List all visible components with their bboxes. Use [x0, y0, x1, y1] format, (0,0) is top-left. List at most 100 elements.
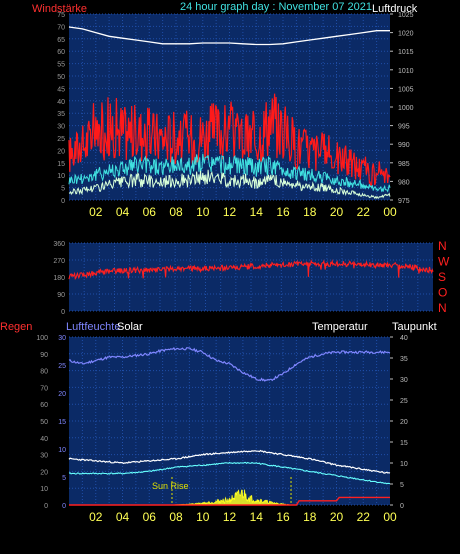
wind-x-tick-label: 18	[303, 205, 317, 219]
compass-label: N	[438, 301, 447, 315]
temperature-tick-label: 25	[400, 398, 408, 405]
wind-x-tick-label: 04	[116, 205, 130, 219]
rain-label: Regen	[0, 321, 32, 333]
wind-tick-label: 50	[57, 74, 65, 81]
wind-x-tick-label: 12	[223, 205, 237, 219]
wind-x-tick-label: 16	[276, 205, 290, 219]
pressure-tick-label: 1015	[398, 49, 414, 56]
direction-tick-label: 360	[53, 241, 65, 248]
wind-avg-line	[68, 153, 391, 193]
sun-rise-annotation: Sun Rise	[152, 481, 189, 491]
humidity-ticks: 0 10 20 30 40 50 60 70 80 90 100	[36, 335, 48, 510]
temperature-tick-label: 10	[400, 461, 408, 468]
rain-humidity-grid	[69, 336, 390, 506]
temperature-tick-label: 5	[400, 482, 404, 489]
wind-tick-label: 45	[57, 86, 65, 93]
humidity-tick-label: 90	[40, 352, 48, 359]
humidity-tick-label: 80	[40, 369, 48, 376]
solar-label: Solar	[117, 321, 143, 333]
wind-x-tick-label: 02	[89, 205, 103, 219]
wind-x-tick-label: 06	[143, 205, 157, 219]
rain-tick-label: 30	[58, 335, 66, 342]
rain-x-tick-label: 14	[250, 510, 264, 524]
temperature-tick-label: 20	[400, 419, 408, 426]
rain-humidity-temp-panel: Regen Luftfeuchte Solar Temperatur Taupu…	[0, 321, 437, 524]
wind-tick-label: 40	[57, 99, 65, 106]
rain-x-tick-label: 08	[169, 510, 183, 524]
rain-x-tick-label: 16	[276, 510, 290, 524]
wind-pressure-series	[68, 26, 391, 200]
wind-tick-label: 60	[57, 49, 65, 56]
wind-ticks: 0 5 10 15 20 25 30 35 40 45 50 55 60 65 70 75	[57, 12, 65, 205]
wind-tick-label: 10	[57, 173, 65, 180]
humidity-tick-label: 70	[40, 385, 48, 392]
wind-tick-label: 55	[57, 62, 65, 69]
humidity-line	[68, 347, 391, 382]
wind-min-line	[68, 169, 391, 200]
temperature-tick-label: 0	[400, 503, 404, 510]
wind-x-tick-label: 08	[169, 205, 183, 219]
wind-max-line	[68, 93, 391, 188]
wind-tick-label: 15	[57, 161, 65, 168]
temperature-tick-label: 30	[400, 377, 408, 384]
pressure-ticks: 975 980 985 990 995 1000 1005 1010 1015 1020 1025	[390, 12, 414, 205]
rain-x-tick-label: 20	[330, 510, 344, 524]
pressure-tick-label: 1020	[398, 31, 414, 38]
rain-x-tick-label: 12	[223, 510, 237, 524]
wind-tick-label: 30	[57, 124, 65, 131]
rain-x-tick-label: 00	[383, 510, 397, 524]
humidity-label: Luftfeuchte	[66, 321, 120, 333]
wind-tick-label: 70	[57, 24, 65, 31]
rain-x-tick-label: 04	[116, 510, 130, 524]
wind-x-ticks: 02 04 06 08 10 12 14 16 18 20 22 00	[89, 205, 397, 219]
wind-x-tick-label: 20	[330, 205, 344, 219]
humidity-tick-label: 40	[40, 436, 48, 443]
wind-tick-label: 75	[57, 12, 65, 19]
pressure-tick-label: 975	[398, 198, 410, 205]
humidity-tick-label: 60	[40, 402, 48, 409]
wind-x-tick-label: 00	[383, 205, 397, 219]
rain-x-tick-label: 06	[143, 510, 157, 524]
temperature-tick-label: 15	[400, 440, 408, 447]
wind-pressure-panel: Windstärke 24 hour graph day : November …	[32, 1, 418, 219]
chart-title: 24 hour graph day : November 07 2021	[180, 1, 372, 13]
rain-tick-label: 5	[62, 475, 66, 482]
direction-grid	[69, 242, 433, 312]
rain-ticks: 0 5 10 15 20 25 30	[58, 335, 66, 510]
humidity-tick-label: 100	[36, 335, 48, 342]
direction-tick-label: 270	[53, 258, 65, 265]
humidity-tick-label: 0	[44, 503, 48, 510]
compass-label: O	[438, 286, 447, 300]
direction-tick-label: 90	[57, 292, 65, 299]
rain-x-tick-label: 18	[303, 510, 317, 524]
pressure-axis-label: Luftdruck	[372, 3, 418, 15]
rain-humidity-series	[68, 347, 391, 506]
direction-series	[68, 259, 434, 281]
pressure-tick-label: 990	[398, 142, 410, 149]
rain-tick-label: 15	[58, 419, 66, 426]
temperature-line	[68, 449, 391, 474]
rain-x-tick-label: 10	[196, 510, 210, 524]
dewpoint-label: Taupunkt	[392, 321, 437, 333]
wind-tick-label: 25	[57, 136, 65, 143]
pressure-tick-label: 1005	[398, 86, 414, 93]
rain-tick-label: 0	[62, 503, 66, 510]
rain-tick-label: 25	[58, 363, 66, 370]
humidity-tick-label: 20	[40, 469, 48, 476]
pressure-tick-label: 1000	[398, 105, 414, 112]
wind-x-tick-label: 22	[357, 205, 371, 219]
dewpoint-line	[68, 461, 391, 485]
pressure-tick-label: 1025	[398, 12, 414, 19]
temperature-tick-label: 35	[400, 356, 408, 363]
wind-tick-label: 5	[61, 186, 65, 193]
solar-area	[172, 489, 292, 506]
compass-label: W	[438, 255, 450, 269]
compass-label: N	[438, 239, 447, 253]
pressure-tick-label: 995	[398, 124, 410, 131]
wind-axis-label: Windstärke	[32, 3, 87, 15]
humidity-tick-label: 10	[40, 486, 48, 493]
wind-tick-label: 65	[57, 37, 65, 44]
wind-tick-label: 35	[57, 111, 65, 118]
